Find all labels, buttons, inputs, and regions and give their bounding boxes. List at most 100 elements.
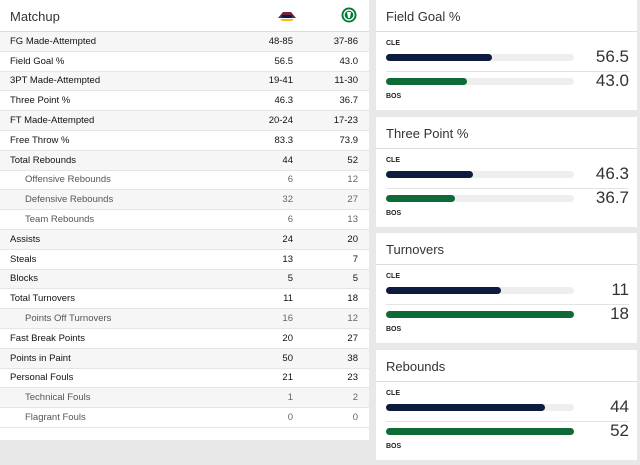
- card-divider: [386, 188, 629, 189]
- team-b-abbr: BOS: [386, 326, 402, 333]
- team-b-bar: [386, 311, 574, 318]
- team-b-bar-track: [386, 428, 574, 435]
- team-a-bar-track: [386, 287, 574, 294]
- stat-card: Three Point % CLE 46.3 36.7 BOS: [376, 117, 637, 227]
- table-row: Points in Paint 50 38: [0, 348, 369, 369]
- table-row: Total Turnovers 11 18: [0, 289, 369, 310]
- team-b-bar-track: [386, 311, 574, 318]
- team-a-value: 48-85: [268, 35, 293, 47]
- stat-label: Total Turnovers: [10, 293, 75, 305]
- team-a-value: 83.3: [274, 134, 294, 146]
- table-row: 3PT Made-Attempted 19-41 11-30: [0, 71, 369, 92]
- stat-label: 3PT Made-Attempted: [10, 75, 101, 87]
- stat-label: Points in Paint: [10, 352, 71, 364]
- team-a-bar-track: [386, 171, 574, 178]
- team-b-value: 52: [347, 154, 358, 166]
- team-b-big-value: 43.0: [595, 71, 629, 90]
- team-b-value: 38: [347, 352, 358, 364]
- team-a-value: 50: [282, 352, 293, 364]
- team-a-bar: [386, 54, 493, 61]
- team-b-value: 7: [352, 253, 358, 265]
- team-b-value: 23: [347, 372, 358, 384]
- table-row: Total Rebounds 44 52: [0, 150, 369, 171]
- stat-label: Technical Fouls: [25, 392, 91, 404]
- team-b-value: 11-30: [334, 75, 358, 87]
- team-b-big-value: 52: [610, 421, 629, 440]
- stat-label: Defensive Rebounds: [25, 194, 114, 206]
- team-a-value: 19-41: [268, 75, 293, 87]
- team-b-bar: [386, 78, 467, 85]
- team-a-value: 1: [287, 392, 293, 404]
- team-b-value: 13: [347, 214, 358, 226]
- team-a-big-value: 11: [611, 280, 629, 299]
- table-row: Defensive Rebounds 32 27: [0, 190, 369, 211]
- matchup-table: Matchup FG Made-Attempted 48-85 37-86 Field…: [0, 0, 369, 440]
- team-b-value: 12: [347, 174, 358, 186]
- table-row: Personal Fouls 21 23: [0, 369, 369, 389]
- team-a-value: 20: [282, 332, 293, 344]
- team-a-big-value: 44: [610, 397, 629, 416]
- table-row: Free Throw % 83.3 73.9: [0, 131, 369, 151]
- team-b-value: 12: [347, 313, 358, 325]
- celtics-logo-icon: [341, 7, 357, 23]
- matchup-title: Matchup: [10, 9, 60, 24]
- team-a-value: 0: [287, 412, 293, 424]
- team-b-abbr: BOS: [386, 93, 402, 100]
- team-a-value: 6: [287, 174, 293, 186]
- team-a-big-value: 46.3: [595, 164, 629, 183]
- card-divider: [386, 71, 629, 72]
- team-b-value: 20: [347, 233, 358, 245]
- card-divider: [386, 421, 629, 422]
- cavaliers-logo-icon: [278, 12, 296, 21]
- table-row: Steals 13 7: [0, 250, 369, 270]
- team-b-value: 17-23: [333, 115, 358, 127]
- team-a-value: 6: [287, 214, 293, 226]
- team-a-value: 46.3: [274, 95, 294, 107]
- table-row: FG Made-Attempted 48-85 37-86: [0, 32, 369, 52]
- team-b-bar: [386, 195, 455, 202]
- team-a-abbr: CLE: [386, 390, 400, 397]
- stat-card-title: Turnovers: [376, 233, 637, 265]
- team-b-value: 27: [347, 194, 358, 206]
- stat-label: Points Off Turnovers: [25, 313, 112, 325]
- team-a-bar-track: [386, 54, 574, 61]
- team-a-value: 32: [282, 194, 293, 206]
- stat-label: FT Made-Attempted: [10, 115, 95, 127]
- table-row: Blocks 5 5: [0, 269, 369, 290]
- team-b-value: 27: [347, 332, 358, 344]
- team-b-bar: [386, 428, 574, 435]
- table-row: Team Rebounds 6 13: [0, 210, 369, 230]
- stat-label: Flagrant Fouls: [25, 412, 86, 424]
- team-a-value: 56.5: [274, 55, 294, 67]
- team-a-value: 5: [287, 273, 293, 285]
- team-a-value: 16: [282, 313, 293, 325]
- table-row: Assists 24 20: [0, 229, 369, 250]
- stat-card-title: Field Goal %: [376, 0, 637, 32]
- stat-label: FG Made-Attempted: [10, 35, 97, 47]
- table-row: Field Goal % 56.5 43.0: [0, 52, 369, 72]
- team-b-value: 0: [352, 412, 358, 424]
- stat-label: Three Point %: [10, 95, 71, 107]
- stat-card-title: Three Point %: [376, 117, 637, 149]
- team-b-value: 2: [352, 392, 358, 404]
- matchup-header: Matchup: [0, 0, 369, 32]
- stat-label: Personal Fouls: [10, 372, 74, 384]
- table-row: Points Off Turnovers 16 12: [0, 309, 369, 329]
- team-a-value: 24: [282, 233, 293, 245]
- table-row: Offensive Rebounds 6 12: [0, 171, 369, 191]
- team-a-abbr: CLE: [386, 40, 400, 47]
- stat-card-title: Rebounds: [376, 350, 637, 382]
- team-a-bar: [386, 404, 546, 411]
- team-a-abbr: CLE: [386, 157, 400, 164]
- team-a-value: 44: [282, 154, 293, 166]
- team-a-value: 21: [282, 372, 293, 384]
- team-b-abbr: BOS: [386, 210, 402, 217]
- team-a-bar: [386, 171, 474, 178]
- table-row: FT Made-Attempted 20-24 17-23: [0, 111, 369, 131]
- team-b-value: 5: [352, 273, 358, 285]
- team-b-big-value: 36.7: [595, 188, 629, 207]
- team-b-value: 36.7: [339, 95, 359, 107]
- team-b-bar-track: [386, 195, 574, 202]
- stat-label: Total Rebounds: [10, 154, 77, 166]
- team-b-value: 37-86: [333, 35, 358, 47]
